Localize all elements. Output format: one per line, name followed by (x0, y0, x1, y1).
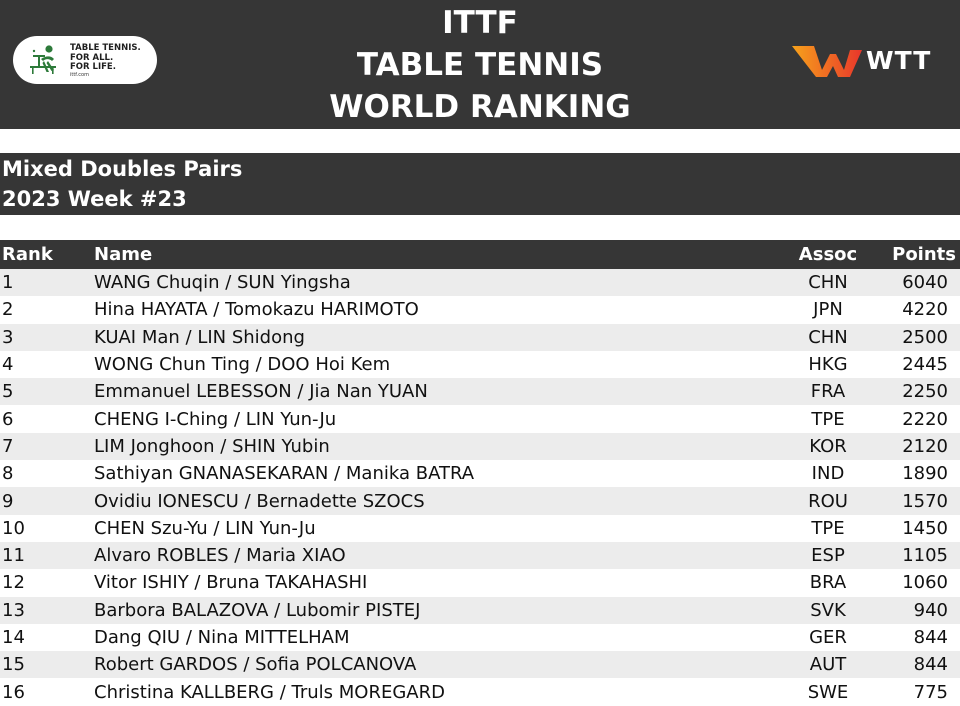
table-row: 1 WANG Chuqin / SUN Yingsha CHN 6040 (0, 269, 960, 297)
assoc-cell: FRA (810, 381, 846, 403)
name-cell: Alvaro ROBLES / Maria XIAO (94, 545, 346, 567)
rank-cell: 2 (2, 299, 14, 321)
ittf-logo: TABLE TENNIS. FOR ALL. FOR LIFE. ittf.co… (13, 36, 157, 84)
name-cell: CHENG I-Ching / LIN Yun-Ju (94, 408, 337, 430)
assoc-cell: SVK (810, 599, 846, 621)
table-row: 3 KUAI Man / LIN Shidong CHN 2500 (0, 323, 960, 351)
column-header-name: Name (94, 244, 153, 265)
points-cell: 2250 (902, 381, 948, 403)
assoc-cell: HKG (808, 354, 848, 376)
wtt-logo: WTT (792, 44, 942, 80)
rank-cell: 1 (2, 272, 14, 294)
points-cell: 4220 (902, 299, 948, 321)
points-cell: 940 (913, 599, 948, 621)
table-body: 1 WANG Chuqin / SUN Yingsha CHN 6040 2 Hina H… (0, 269, 960, 706)
points-cell: 2220 (902, 408, 948, 430)
wtt-mark-icon (792, 46, 862, 77)
assoc-cell: TPE (811, 517, 845, 539)
points-cell: 1105 (902, 545, 948, 567)
assoc-cell: JPN (813, 299, 843, 321)
table-header: Rank Name Assoc Points (0, 240, 960, 269)
table-row: 2 Hina HAYATA / Tomokazu HARIMOTO JPN 4220 (0, 296, 960, 324)
column-header-points: Points (892, 244, 956, 265)
table-row: 10 CHEN Szu-Yu / LIN Yun-Ju TPE 1450 (0, 514, 960, 542)
ittf-tagline: TABLE TENNIS. FOR ALL. FOR LIFE. (70, 43, 141, 72)
name-cell: Sathiyan GNANASEKARAN / Manika BATRA (94, 463, 475, 485)
ittf-emblem-icon (30, 45, 56, 74)
assoc-cell: BRA (809, 572, 847, 594)
table-row: 14 Dang QIU / Nina MITTELHAM GER 844 (0, 623, 960, 652)
points-cell: 1060 (902, 572, 948, 594)
assoc-cell: ESP (811, 545, 845, 567)
name-cell: WONG Chun Ting / DOO Hoi Kem (94, 354, 391, 376)
points-cell: 1570 (902, 490, 948, 512)
points-cell: 844 (913, 654, 948, 676)
assoc-cell: ROU (808, 490, 848, 512)
table-row: 6 CHENG I-Ching / LIN Yun-Ju TPE 2220 (0, 405, 960, 433)
page-title: ITTF TABLE TENNIS WORLD RANKING (329, 5, 631, 125)
table-row: 16 Christina KALLBERG / Truls MOREGARD SWE… (0, 678, 960, 706)
table-row: 11 Alvaro ROBLES / Maria XIAO ESP 1105 (0, 541, 960, 570)
points-cell: 1890 (902, 463, 948, 485)
name-cell: Dang QIU / Nina MITTELHAM (94, 627, 350, 648)
name-cell: Ovidiu IONESCU / Bernadette SZOCS (94, 490, 425, 512)
rank-cell: 12 (2, 572, 25, 594)
assoc-cell: TPE (811, 408, 845, 430)
rank-cell: 5 (2, 381, 14, 403)
points-cell: 2500 (902, 326, 948, 348)
assoc-cell: GER (809, 627, 847, 648)
column-header-rank: Rank (2, 244, 53, 265)
rank-cell: 3 (2, 326, 14, 348)
assoc-cell: SWE (807, 681, 849, 703)
name-cell: Robert GARDOS / Sofia POLCANOVA (94, 654, 417, 676)
rank-cell: 8 (2, 463, 14, 485)
assoc-cell: IND (811, 463, 845, 485)
points-cell: 1450 (902, 517, 948, 539)
table-row: 12 Vitor ISHIY / Bruna TAKAHASHI BRA 1060 (0, 569, 960, 597)
table-row: 8 Sathiyan GNANASEKARAN / Manika BATRA IND… (0, 460, 960, 488)
table-row: 9 Ovidiu IONESCU / Bernadette SZOCS ROU 157… (0, 487, 960, 515)
assoc-cell: CHN (808, 326, 848, 348)
assoc-cell: AUT (809, 654, 847, 676)
rank-cell: 10 (2, 517, 25, 539)
rank-cell: 4 (2, 354, 14, 376)
assoc-cell: CHN (808, 272, 848, 294)
points-cell: 844 (913, 627, 948, 648)
table-row: 15 Robert GARDOS / Sofia POLCANOVA AUT 844 (0, 651, 960, 679)
table-row: 5 Emmanuel LEBESSON / Jia Nan YUAN FRA 2250 (0, 378, 960, 406)
name-cell: Vitor ISHIY / Bruna TAKAHASHI (94, 572, 368, 594)
points-cell: 775 (913, 681, 948, 703)
ranking-subheader: Mixed Doubles Pairs 2023 Week #23 (0, 153, 960, 215)
wtt-wordmark: WTT (866, 46, 932, 75)
name-cell: LIM Jonghoon / SHIN Yubin (94, 435, 330, 457)
ranking-table: Rank Name Assoc Points 1 WANG Chuqin / SU… (0, 240, 960, 706)
name-cell: CHEN Szu-Yu / LIN Yun-Ju (94, 517, 316, 539)
column-header-assoc: Assoc (798, 244, 858, 265)
name-cell: WANG Chuqin / SUN Yingsha (94, 272, 351, 294)
rank-cell: 11 (2, 545, 25, 567)
table-row: 7 LIM Jonghoon / SHIN Yubin KOR 2120 (0, 432, 960, 461)
table-row: 13 Barbora BALAZOVA / Lubomir PISTEJ SVK 94… (0, 596, 960, 624)
page-header: TABLE TENNIS. FOR ALL. FOR LIFE. ittf.co… (0, 0, 960, 129)
rank-cell: 7 (2, 435, 14, 457)
name-cell: Emmanuel LEBESSON / Jia Nan YUAN (94, 381, 428, 403)
name-cell: Christina KALLBERG / Truls MOREGARD (94, 681, 445, 703)
week-title: 2023 Week #23 (2, 187, 187, 211)
points-cell: 2120 (902, 435, 948, 457)
rank-cell: 13 (2, 599, 25, 621)
ittf-url: ittf.com (70, 72, 89, 78)
name-cell: Barbora BALAZOVA / Lubomir PISTEJ (94, 599, 421, 621)
name-cell: Hina HAYATA / Tomokazu HARIMOTO (94, 299, 419, 321)
rank-cell: 15 (2, 654, 25, 676)
rank-cell: 16 (2, 681, 25, 703)
rank-cell: 6 (2, 408, 14, 430)
table-row: 4 WONG Chun Ting / DOO Hoi Kem HKG 2445 (0, 350, 960, 379)
rank-cell: 14 (2, 627, 25, 648)
assoc-cell: KOR (809, 435, 847, 457)
points-cell: 2445 (902, 354, 948, 376)
name-cell: KUAI Man / LIN Shidong (94, 326, 305, 348)
points-cell: 6040 (902, 272, 948, 294)
category-title: Mixed Doubles Pairs (2, 157, 243, 181)
rank-cell: 9 (2, 490, 14, 512)
